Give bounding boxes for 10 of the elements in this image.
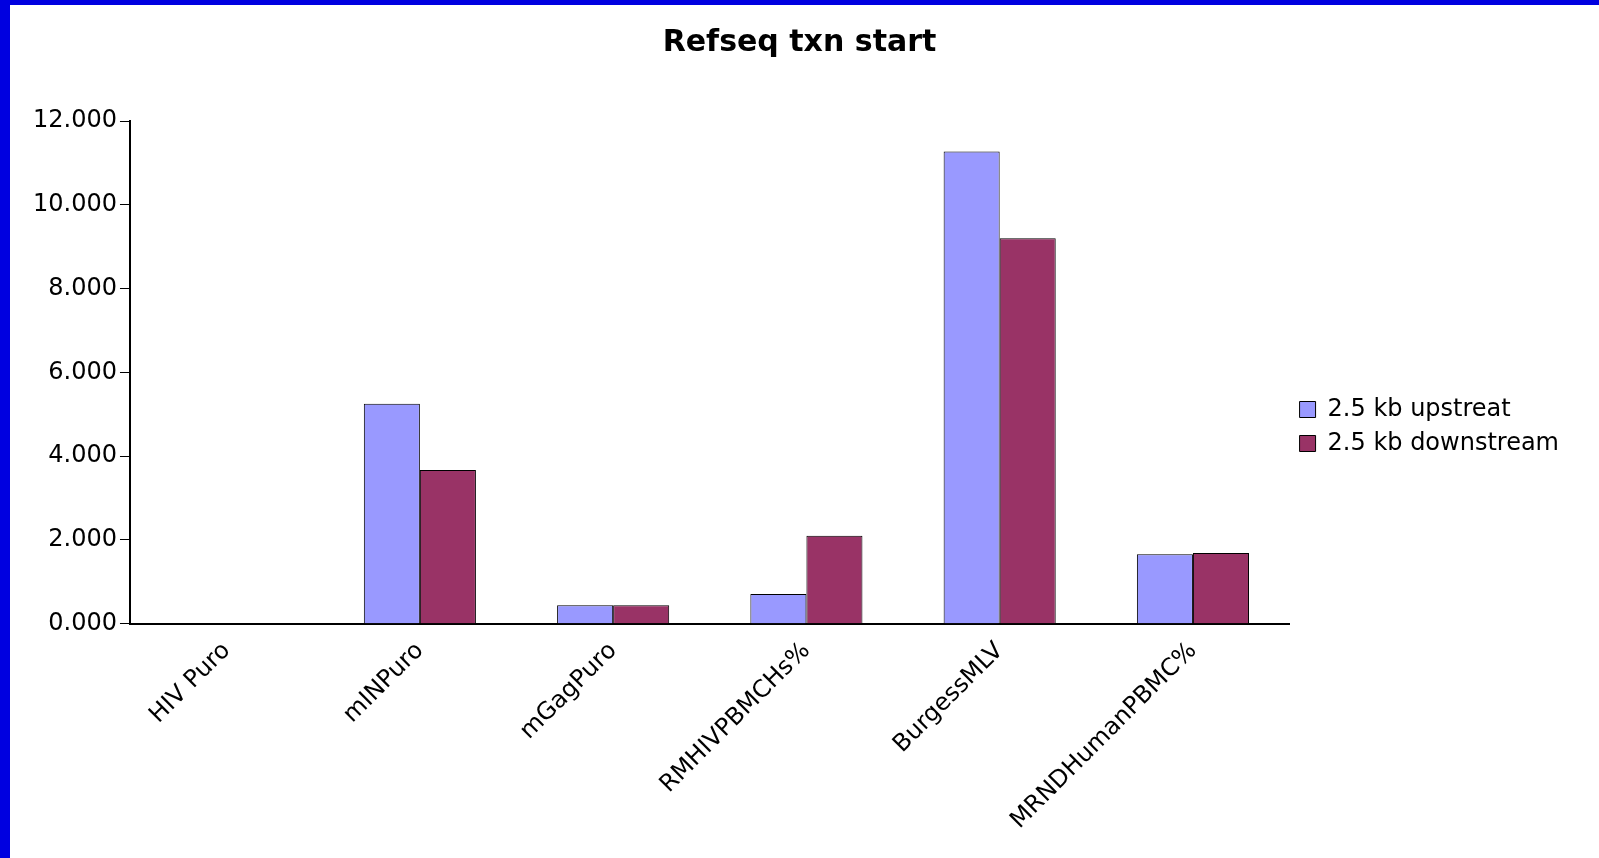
y-tick-label: 12.000 [32, 105, 117, 134]
y-tick-label: 2.000 [48, 524, 117, 553]
y-tick-label: 8.000 [48, 272, 117, 301]
y-tick-label: 0.000 [48, 607, 117, 636]
y-tick-label: 4.000 [48, 440, 117, 469]
y-tick-label: 6.000 [48, 356, 117, 385]
chart-title: Refseq txn start [662, 22, 937, 58]
legend-label: 2.5 kb downstream [1327, 427, 1559, 456]
legend-label: 2.5 kb upstreat [1327, 393, 1511, 422]
y-tick-label: 10.000 [32, 189, 117, 218]
